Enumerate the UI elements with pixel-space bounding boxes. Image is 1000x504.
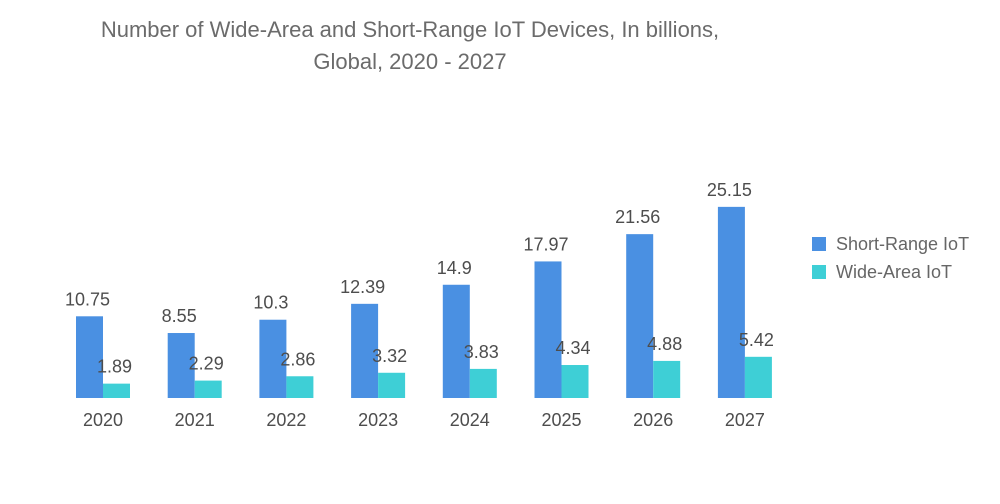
data-label-wide-area-2022: 2.86 bbox=[280, 349, 315, 369]
data-label-short-range-2021: 8.55 bbox=[162, 306, 197, 326]
data-label-wide-area-2026: 4.88 bbox=[647, 334, 682, 354]
chart-title: Number of Wide-Area and Short-Range IoT … bbox=[40, 14, 780, 78]
data-label-wide-area-2020: 1.89 bbox=[97, 357, 132, 377]
bar-short-range-2023 bbox=[351, 303, 379, 398]
legend-item-short-range: Short-Range IoT bbox=[812, 230, 969, 258]
x-tick-label-2020: 2020 bbox=[83, 410, 123, 430]
chart-legend: Short-Range IoT Wide-Area IoT bbox=[812, 230, 969, 286]
bar-short-range-2021 bbox=[167, 333, 195, 398]
bar-wide-area-2024 bbox=[469, 368, 497, 398]
legend-item-wide-area: Wide-Area IoT bbox=[812, 258, 969, 286]
data-label-short-range-2025: 17.97 bbox=[523, 234, 568, 254]
data-label-short-range-2022: 10.3 bbox=[253, 293, 288, 313]
data-label-short-range-2026: 21.56 bbox=[615, 207, 660, 227]
bar-short-range-2027 bbox=[717, 206, 745, 398]
chart-title-line-2: Global, 2020 - 2027 bbox=[313, 49, 507, 74]
bar-wide-area-2023 bbox=[378, 372, 406, 398]
bar-wide-area-2020 bbox=[103, 383, 130, 398]
x-tick-label-2025: 2025 bbox=[541, 410, 581, 430]
bar-short-range-2022 bbox=[259, 319, 287, 398]
chart-title-line-1: Number of Wide-Area and Short-Range IoT … bbox=[100, 17, 720, 42]
bar-wide-area-2027 bbox=[744, 356, 772, 398]
data-label-short-range-2024: 14.9 bbox=[437, 258, 472, 278]
bar-short-range-2025 bbox=[534, 261, 562, 398]
bar-short-range-2026 bbox=[626, 234, 654, 398]
bar-short-range-2024 bbox=[442, 284, 470, 398]
data-label-wide-area-2025: 4.34 bbox=[555, 338, 590, 358]
data-label-short-range-2023: 12.39 bbox=[340, 277, 385, 297]
x-tick-label-2026: 2026 bbox=[633, 410, 673, 430]
x-tick-label-2021: 2021 bbox=[175, 410, 215, 430]
bar-wide-area-2021 bbox=[194, 380, 222, 398]
data-label-wide-area-2021: 2.29 bbox=[189, 354, 224, 374]
bar-wide-area-2026 bbox=[653, 360, 681, 398]
x-tick-label-2024: 2024 bbox=[450, 410, 490, 430]
x-tick-label-2027: 2027 bbox=[725, 410, 765, 430]
data-label-short-range-2027: 25.15 bbox=[707, 180, 752, 200]
x-tick-label-2022: 2022 bbox=[266, 410, 306, 430]
legend-label-short-range: Short-Range IoT bbox=[836, 233, 970, 254]
data-label-wide-area-2027: 5.42 bbox=[739, 330, 774, 350]
data-label-short-range-2020: 10.75 bbox=[65, 289, 110, 309]
data-label-wide-area-2023: 3.32 bbox=[372, 346, 407, 366]
legend-swatch-wide-area bbox=[812, 265, 826, 279]
x-tick-label-2023: 2023 bbox=[358, 410, 398, 430]
legend-label-wide-area: Wide-Area IoT bbox=[836, 261, 953, 282]
data-label-wide-area-2024: 3.83 bbox=[464, 342, 499, 362]
legend-swatch-short-range bbox=[812, 237, 826, 251]
bar-wide-area-2022 bbox=[286, 376, 314, 398]
bar-wide-area-2025 bbox=[561, 365, 589, 398]
bar-short-range-2020 bbox=[76, 316, 103, 398]
